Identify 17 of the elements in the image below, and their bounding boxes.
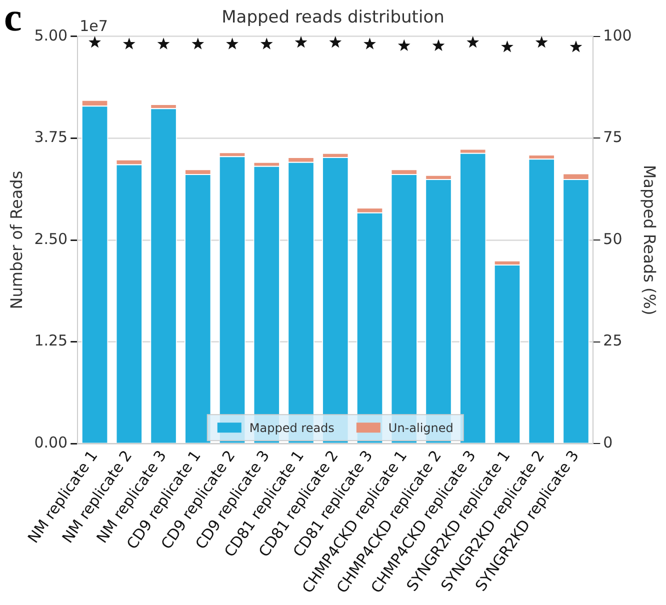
- text: c: [4, 0, 22, 40]
- text: 1e7: [80, 16, 108, 35]
- y2-axis-title: Mapped Reads (%): [640, 164, 660, 316]
- legend-label: Mapped reads: [249, 420, 334, 435]
- y-axis-title: Number of Reads: [6, 170, 26, 310]
- y-tick-label: 2.50: [34, 230, 68, 248]
- y2-tick-label: 0: [603, 434, 613, 452]
- y-tick-label: 1.25: [34, 332, 68, 350]
- legend-label: Un-aligned: [388, 420, 454, 435]
- y2-tick-label: 100: [603, 26, 632, 44]
- y2-tick-label: 25: [603, 332, 622, 350]
- y-tick-label: 0.00: [34, 434, 68, 452]
- y2-tick-label: 75: [603, 128, 622, 146]
- y-tick-label: 5.00: [34, 26, 68, 44]
- y2-tick-label: 50: [603, 230, 622, 248]
- chart-title: Mapped reads distribution: [222, 8, 444, 28]
- y-tick-label: 3.75: [34, 128, 68, 146]
